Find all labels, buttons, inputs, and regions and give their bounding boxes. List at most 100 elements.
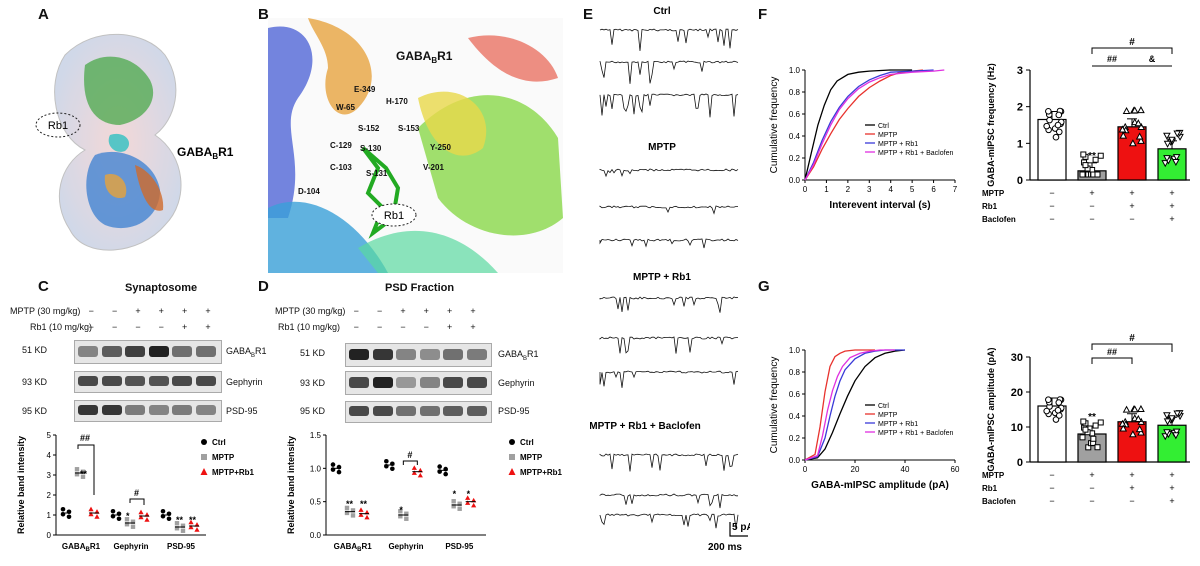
residue-w65: W-65 xyxy=(336,103,356,112)
sig-marker: ** xyxy=(360,499,368,509)
blot-band xyxy=(372,348,393,360)
sig-marker: * xyxy=(453,489,457,499)
mipsc-trace xyxy=(599,493,738,509)
dot-point xyxy=(130,519,136,524)
blot-band xyxy=(101,405,122,415)
data-point xyxy=(1055,412,1063,419)
mipsc-trace xyxy=(599,205,738,215)
dot-point xyxy=(457,501,462,506)
panel-d-protein-gaba: GABABR1 xyxy=(498,349,539,362)
y-tick-label: 1.0 xyxy=(789,66,801,75)
dot-point xyxy=(398,509,403,514)
residue-v201: V-201 xyxy=(423,163,444,172)
data-point xyxy=(1092,422,1099,429)
dot-point xyxy=(80,474,86,479)
mipsc-trace xyxy=(599,28,739,51)
y-tick-label: 2 xyxy=(1017,102,1023,114)
panel-f-cumulative-chart: 0 1 2 3 4 5 6 7 0.0 0.2 0.4 0.6 0.8 1.0 Interevent int… xyxy=(769,66,958,211)
sig-marker: ## xyxy=(1107,54,1117,64)
residue-e349: E-349 xyxy=(354,85,376,94)
panel-b-receptor-label: GABABR1 xyxy=(396,49,453,65)
condition-sign: + xyxy=(1169,201,1174,211)
x-tick-label: 20 xyxy=(851,465,860,474)
bar xyxy=(1157,148,1187,181)
data-point xyxy=(1090,435,1097,442)
sig-bracket xyxy=(129,498,145,505)
panel-c-protein-psd95: PSD-95 xyxy=(226,406,258,416)
data-point xyxy=(1137,404,1145,412)
dot-point xyxy=(344,510,350,516)
data-point xyxy=(1079,171,1086,178)
condition-sign: − xyxy=(1089,483,1094,493)
blot-band xyxy=(349,348,369,360)
residue-s131: S-131 xyxy=(366,169,388,178)
dot-point xyxy=(174,526,180,531)
data-point xyxy=(1168,415,1176,423)
data-point xyxy=(1129,139,1137,147)
y-axis-label: Relative band intensity xyxy=(16,436,26,534)
y-tick-label: 4 xyxy=(47,451,52,460)
blot-band xyxy=(125,376,145,386)
blot-band xyxy=(419,348,440,360)
dot-point xyxy=(130,524,136,529)
legend-label: Ctrl xyxy=(212,438,226,447)
d-mptp-sign-1: − xyxy=(377,306,383,316)
panel-b-ligand-label: Rb1 xyxy=(384,210,404,222)
dot-point xyxy=(364,514,370,520)
blot-band xyxy=(466,348,487,360)
data-point xyxy=(1172,432,1180,440)
panel-d-rb1-row: − − − − + + xyxy=(345,322,485,334)
y-tick-label: 1.5 xyxy=(310,431,322,440)
dot-point xyxy=(384,458,389,464)
c-mptp-sign-5: + xyxy=(205,306,211,316)
data-point xyxy=(1097,419,1104,426)
y-tick-label: 0.4 xyxy=(789,132,801,141)
c-mptp-sign-2: + xyxy=(135,306,141,316)
y-tick-label: 0.2 xyxy=(789,154,801,163)
mipsc-trace xyxy=(599,370,739,388)
y-tick-label: 0.0 xyxy=(789,176,801,185)
legend-label: MPTP xyxy=(212,453,235,462)
panel-c-mptp-label: MPTP (30 mg/kg) xyxy=(10,306,81,316)
blot-band xyxy=(419,376,440,388)
data-point xyxy=(1079,434,1086,441)
sig-marker: ** xyxy=(80,469,88,479)
c-rb1-sign-1: − xyxy=(112,322,118,332)
d-mptp-sign-2: + xyxy=(400,306,406,316)
data-point xyxy=(1137,106,1145,114)
sig-bracket xyxy=(402,460,418,465)
panel-a-ligand-label: Rb1 xyxy=(48,120,68,132)
panel-e-traces: Ctrl MPTP MPTP + Rb1 MPTP + Rb1 + Baclofen 5… xyxy=(590,6,750,553)
data-point xyxy=(1055,399,1063,406)
blot-band xyxy=(466,376,487,388)
panel-c-dot-plot: 0 1 2 3 4 5 Relative band intensity GABABR1 Geph… xyxy=(16,431,255,553)
dot-point xyxy=(188,524,194,530)
panel-d-size-95: 95 KD xyxy=(300,406,326,416)
mipsc-trace xyxy=(599,238,739,249)
blot-band xyxy=(195,345,216,357)
condition-sign: + xyxy=(1089,188,1094,198)
data-point xyxy=(1173,410,1182,418)
panel-d-size-51: 51 KD xyxy=(300,348,326,358)
x-tick-label: GABABR1 xyxy=(62,542,101,553)
c-mptp-sign-1: − xyxy=(112,306,118,316)
panel-d-mptp-row: − − + + + + xyxy=(345,306,485,318)
blot-band xyxy=(349,406,369,416)
y-tick-label: 2 xyxy=(47,491,52,500)
blot-band xyxy=(349,376,369,388)
dot-point xyxy=(350,508,356,513)
sig-marker: ## xyxy=(1107,347,1117,357)
dot-point xyxy=(180,528,186,533)
data-point xyxy=(1135,132,1144,140)
panel-a-receptor-label: GABABR1 xyxy=(177,145,234,161)
dot-point xyxy=(465,500,471,505)
panel-label-g: G xyxy=(758,278,770,295)
condition-sign: − xyxy=(1089,214,1094,224)
legend-marker xyxy=(200,468,208,475)
dot-point xyxy=(411,470,417,475)
condition-row-label: Rb1 xyxy=(982,202,998,211)
condition-row-label: MPTP xyxy=(982,471,1005,480)
data-point xyxy=(1046,116,1053,124)
condition-sign: + xyxy=(1169,470,1174,480)
panel-g-cumulative-chart: 0 20 40 60 0.0 0.2 0.4 0.6 0.8 1.0 GABA-mIPSC ampl… xyxy=(769,346,960,491)
